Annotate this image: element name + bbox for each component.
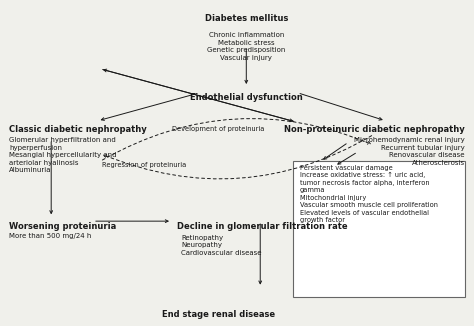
Text: Regression of proteinuria: Regression of proteinuria — [102, 162, 186, 168]
Text: Microhemodynamic renal injury
Recurrent tubular injury
Renovascular disease
Athe: Microhemodynamic renal injury Recurrent … — [354, 138, 465, 166]
Text: Classic diabetic nephropathy: Classic diabetic nephropathy — [9, 125, 147, 134]
Text: Non-proteinuric diabetic nephropathy: Non-proteinuric diabetic nephropathy — [284, 125, 465, 134]
Text: Retinopathy
Neuropathy
Cardiovascular disease: Retinopathy Neuropathy Cardiovascular di… — [181, 235, 262, 256]
FancyArrowPatch shape — [102, 119, 371, 160]
Text: Glomerular hyperfiltration and
hyperperfusion
Mesangial hypercellularity and
art: Glomerular hyperfiltration and hyperperf… — [9, 138, 117, 173]
FancyArrowPatch shape — [103, 136, 372, 179]
Text: Chronic inflammation
Metabolic stress
Genetic predisposition
Vascular injury: Chronic inflammation Metabolic stress Ge… — [207, 32, 285, 61]
Text: End stage renal disease: End stage renal disease — [162, 310, 275, 319]
FancyBboxPatch shape — [293, 161, 465, 297]
Text: More than 500 mg/24 h: More than 500 mg/24 h — [9, 233, 92, 239]
Text: Decline in glomerular filtration rate: Decline in glomerular filtration rate — [177, 222, 347, 231]
Text: Endothelial dysfunction: Endothelial dysfunction — [190, 93, 303, 102]
Text: Persistent vascular damage
Increase oxidative stress: ↑ uric acid,
tumor necrosi: Persistent vascular damage Increase oxid… — [300, 165, 438, 223]
Text: Development of proteinuria: Development of proteinuria — [172, 126, 264, 132]
Text: Diabetes mellitus: Diabetes mellitus — [205, 14, 288, 23]
Text: Worsening proteinuria: Worsening proteinuria — [9, 222, 117, 231]
